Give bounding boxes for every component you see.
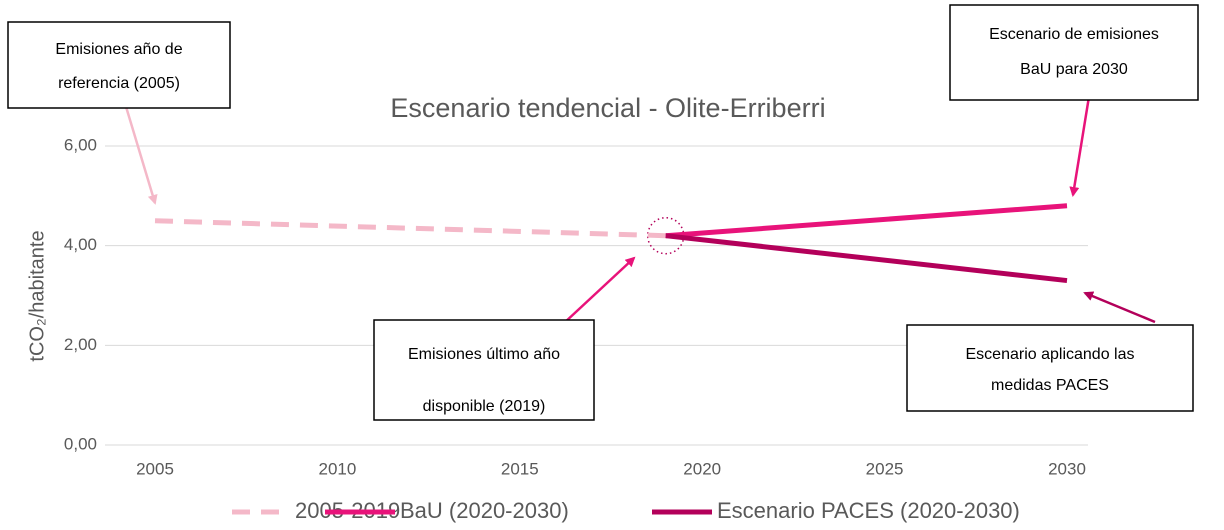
x-tick-label: 2015 — [501, 459, 539, 478]
x-tick-label: 2030 — [1048, 459, 1086, 478]
y-tick-label: 2,00 — [64, 335, 97, 354]
y-axis-label: tCO₂/habitante — [26, 230, 48, 361]
annotation-text: Escenario aplicando las — [966, 346, 1135, 363]
legend-label: Escenario PACES (2020-2030) — [717, 498, 1020, 523]
x-tick-label: 2010 — [318, 459, 356, 478]
annotation-arrow — [1083, 291, 1156, 324]
annotation-box — [373, 319, 595, 421]
x-tick-label: 2020 — [683, 459, 721, 478]
y-tick-label: 0,00 — [64, 434, 97, 453]
annotation-text: Emisiones último año — [408, 346, 560, 363]
series-line — [154, 218, 666, 239]
legend-label: BaU (2020-2030) — [400, 498, 569, 523]
annotation-box — [949, 4, 1199, 101]
chart-title: Escenario tendencial - Olite-Erriberri — [390, 93, 825, 123]
y-tick-label: 4,00 — [64, 235, 97, 254]
annotation-box — [906, 324, 1194, 412]
annotation-text: Emisiones año de — [55, 41, 182, 58]
annotation-text: referencia (2005) — [58, 75, 180, 92]
annotation-box — [7, 21, 231, 109]
annotation-text: medidas PACES — [991, 377, 1109, 394]
annotation-text: BaU para 2030 — [1020, 61, 1128, 78]
x-tick-label: 2005 — [136, 459, 174, 478]
y-tick-label: 6,00 — [64, 135, 97, 154]
series-line — [665, 233, 1068, 284]
series-line — [665, 203, 1068, 239]
annotation-text: Escenario de emisiones — [989, 26, 1159, 43]
annotation-text: disponible (2019) — [423, 398, 546, 415]
x-tick-label: 2025 — [866, 459, 904, 478]
